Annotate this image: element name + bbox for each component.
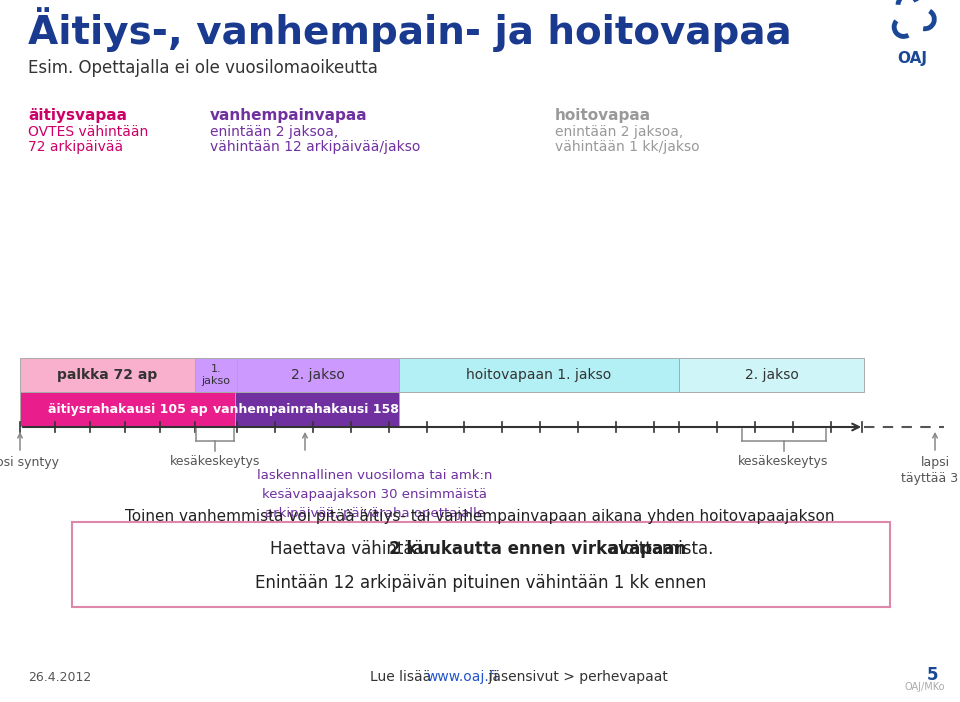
Text: Enintään 12 arkipäivän pituinen vähintään 1 kk ennen: Enintään 12 arkipäivän pituinen vähintää… <box>255 574 707 592</box>
Text: Haettava vähintään: Haettava vähintään <box>270 540 439 558</box>
Text: äitiysrahakausi 105 ap: äitiysrahakausi 105 ap <box>48 402 207 416</box>
Bar <box>72 522 890 607</box>
Text: vähintään 1 kk/jakso: vähintään 1 kk/jakso <box>555 140 700 154</box>
Bar <box>237 358 399 392</box>
Text: Äitiys-, vanhempain- ja hoitovapaa: Äitiys-, vanhempain- ja hoitovapaa <box>28 7 792 52</box>
Text: 2 kuukautta ennen virkavapaan: 2 kuukautta ennen virkavapaan <box>390 540 686 558</box>
Text: 2. jakso: 2. jakso <box>291 368 345 382</box>
Text: 1.
jakso: 1. jakso <box>202 364 230 386</box>
Text: hoitovapaan 1. jakso: hoitovapaan 1. jakso <box>467 368 612 382</box>
Text: kesäkeskeytys: kesäkeskeytys <box>170 455 260 468</box>
Text: Lapsi syntyy: Lapsi syntyy <box>0 456 59 469</box>
Text: 2. jakso: 2. jakso <box>745 368 799 382</box>
Text: 72 arkipäivää: 72 arkipäivää <box>28 140 123 154</box>
Text: vanhempainvapaa: vanhempainvapaa <box>210 108 368 123</box>
Text: Lue lisää: Lue lisää <box>370 670 436 684</box>
Bar <box>20 358 195 392</box>
Text: kesäkeskeytys: kesäkeskeytys <box>738 455 828 468</box>
Text: lapsi
täyttää 3 v: lapsi täyttää 3 v <box>900 456 960 485</box>
Text: Toinen vanhemmista voi pitää äitiys- tai vanhempainvapaan aikana yhden hoitovapa: Toinen vanhemmista voi pitää äitiys- tai… <box>125 509 835 524</box>
Text: Esim. Opettajalla ei ole vuosilomaoikeutta: Esim. Opettajalla ei ole vuosilomaoikeut… <box>28 59 378 77</box>
Text: palkka 72 ap: palkka 72 ap <box>58 368 157 382</box>
Bar <box>679 358 864 392</box>
Text: äitiysvapaa: äitiysvapaa <box>28 108 127 123</box>
Text: 26.4.2012: 26.4.2012 <box>28 671 91 684</box>
Text: 5: 5 <box>926 666 938 684</box>
Text: enintään 2 jaksoa,: enintään 2 jaksoa, <box>555 125 684 139</box>
Bar <box>195 358 237 392</box>
Text: OAJ: OAJ <box>897 51 927 66</box>
Bar <box>235 392 399 426</box>
Bar <box>399 358 679 392</box>
Text: www.oaj.fi: www.oaj.fi <box>426 670 497 684</box>
Text: hoitovapaa: hoitovapaa <box>555 108 651 123</box>
Text: vanhempainrahakausi 158 ap: vanhempainrahakausi 158 ap <box>213 402 420 416</box>
Text: laskennallinen vuosiloma tai amk:n
kesävapaajakson 30 ensimmäistä
arkipäivää, pä: laskennallinen vuosiloma tai amk:n kesäv… <box>257 469 492 520</box>
Text: vähintään 12 arkipäivää/jakso: vähintään 12 arkipäivää/jakso <box>210 140 420 154</box>
Text: enintään 2 jaksoa,: enintään 2 jaksoa, <box>210 125 338 139</box>
Text: OVTES vähintään: OVTES vähintään <box>28 125 148 139</box>
Text: OAJ/MKo: OAJ/MKo <box>904 682 945 692</box>
Text: jäsensivut > perhevapaat: jäsensivut > perhevapaat <box>484 670 668 684</box>
Text: aloittamista.: aloittamista. <box>604 540 713 558</box>
Bar <box>20 392 235 426</box>
